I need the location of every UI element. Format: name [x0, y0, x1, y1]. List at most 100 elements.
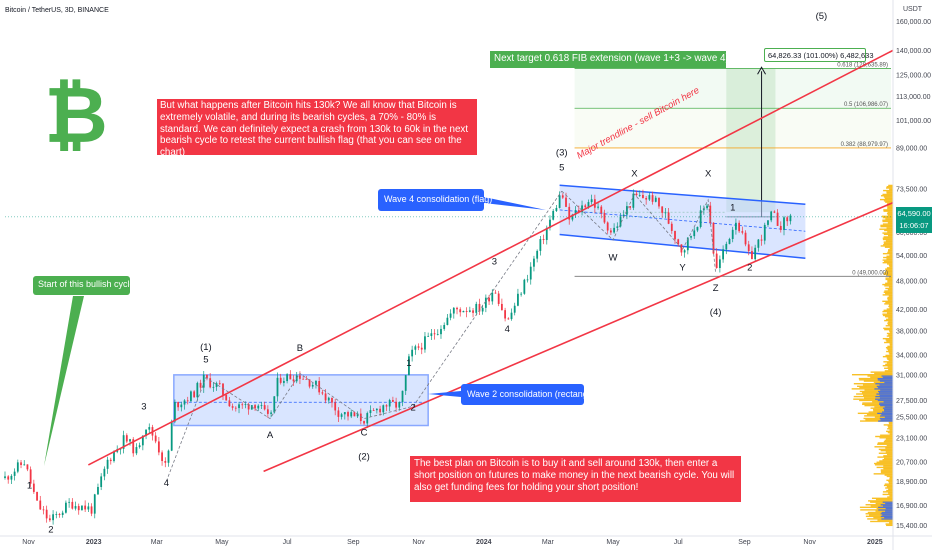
candle-body [369, 410, 372, 414]
candle-body [523, 279, 526, 294]
candle-body [696, 226, 699, 231]
currency-label: USDT [903, 6, 923, 13]
pattern-shapes[interactable] [173, 184, 806, 427]
volume-profile-bar [888, 330, 893, 332]
volume-profile-bar [878, 452, 893, 454]
volume-profile-bar [880, 415, 893, 417]
time-tick-label: 2024 [476, 539, 492, 546]
volume-profile-bar [875, 398, 893, 400]
volume-profile-bar [882, 314, 893, 317]
candle-body [167, 450, 170, 463]
volume-profile-bar [879, 394, 893, 397]
candle-body [26, 464, 29, 470]
volume-profile-bar [888, 317, 893, 319]
candle-body [20, 462, 22, 465]
candle-body [36, 491, 38, 501]
wave-label: (3) [556, 148, 568, 159]
volume-profile-bar [879, 198, 893, 201]
candle-body [16, 462, 19, 472]
wave-label: 3 [492, 256, 497, 267]
volume-profile-bar [887, 345, 893, 348]
volume-profile-bar [877, 442, 893, 444]
candle-body [484, 297, 487, 308]
volume-profile-bar [881, 375, 893, 377]
candle-body [786, 217, 789, 222]
volume-profile-bar [885, 287, 893, 290]
volume-profile-bar [872, 401, 893, 403]
price-tick-label: 25,500.00 [896, 414, 927, 421]
volume-profile-bar [877, 456, 893, 458]
volume-profile-bar [888, 286, 893, 288]
wave-labels: 1 2 3 4 (1) 5 A B C (2) 1 2 3 4 (3) 5 W X Y X 1 Z (4) 2 (5) [27, 11, 827, 536]
volume-profile-bar [886, 255, 893, 257]
volume-profile-bar [882, 514, 893, 516]
candle-body [590, 199, 593, 203]
candle-body [68, 501, 71, 503]
candle-body [626, 206, 628, 215]
volume-profile-bar [885, 301, 893, 304]
candle-body [324, 393, 327, 401]
note-crash-scenario[interactable]: But what happens after Bitcoin hits 130k… [157, 99, 477, 158]
volume-profile-bar [885, 278, 893, 281]
volume-profile-bar [883, 241, 893, 243]
candle-body [494, 292, 497, 294]
candle-body [773, 211, 776, 213]
candle-body [417, 346, 420, 348]
candle-body [174, 402, 176, 422]
trendlines[interactable] [44, 49, 894, 482]
candle-body [609, 230, 612, 233]
candle-body [350, 412, 353, 417]
volume-profile-bar [879, 384, 893, 386]
candle-body [45, 509, 48, 519]
candle-body [670, 223, 673, 231]
volume-profile-bar [883, 196, 893, 198]
price-axis[interactable]: 160,000.00 140,000.00 125,000.00 113,000.00… [892, 0, 931, 550]
candle-body [77, 506, 80, 511]
wave-label: B [297, 343, 303, 354]
volume-profile-bar [882, 364, 893, 367]
candle-body [398, 402, 401, 408]
candle-body [283, 381, 285, 383]
wave-label: A [267, 430, 274, 441]
volume-profile-bar [856, 385, 893, 387]
volume-profile-bar [887, 251, 893, 254]
candle-body [385, 405, 388, 407]
price-tick-label: 27,500.00 [896, 398, 927, 405]
candle-body [440, 328, 442, 335]
volume-profile-bar [886, 335, 893, 337]
callout-wave4-flag[interactable]: Wave 4 consolidation (flag) [378, 189, 492, 211]
candle-body [648, 195, 651, 200]
volume-profile-bar [886, 192, 893, 194]
time-tick-label: Nov [803, 539, 816, 546]
time-axis[interactable]: Nov 2023 Mar May Jul Sep Nov 2024 Mar May Jul Sep No… [0, 535, 932, 546]
note-next-target[interactable]: Next target 0.618 FIB extension (wave 1+… [490, 51, 729, 68]
volume-profile-bar [878, 420, 893, 422]
note-trading-plan[interactable]: The best plan on Bitcoin is to buy it an… [410, 456, 741, 502]
candle-body [321, 392, 324, 394]
volume-profile-bar [882, 300, 893, 303]
candle-body [661, 206, 664, 213]
volume-profile-bar [885, 507, 893, 510]
volume-profile-bar [885, 339, 893, 341]
callout-cycle-start[interactable]: Start of this bullish cycle [33, 276, 135, 295]
candle-body [71, 501, 74, 509]
volume-profile-bar [889, 331, 893, 333]
volume-profile-bar [862, 402, 893, 404]
price-tick-label: 60,000.00 [896, 230, 927, 237]
volume-profile-bar [874, 372, 893, 375]
candle-body [13, 471, 16, 476]
flag-pointer [484, 197, 546, 210]
candle-body [789, 215, 792, 222]
volume-profile-bar [883, 455, 893, 457]
volume-profile-bar [887, 299, 893, 301]
last-price-badge[interactable]: 64,590.00 16:06:07 [896, 207, 932, 233]
candle-body [433, 333, 436, 335]
price-tick-label: 23,100.00 [896, 436, 927, 443]
volume-profile-bar [859, 390, 893, 393]
candle-body [616, 226, 619, 228]
candle-body [446, 317, 449, 325]
candle-body [218, 383, 221, 385]
price-tick-label: 20,700.00 [896, 459, 927, 466]
callout-wave2-rectangle[interactable]: Wave 2 consolidation (rectangle) [461, 384, 598, 405]
